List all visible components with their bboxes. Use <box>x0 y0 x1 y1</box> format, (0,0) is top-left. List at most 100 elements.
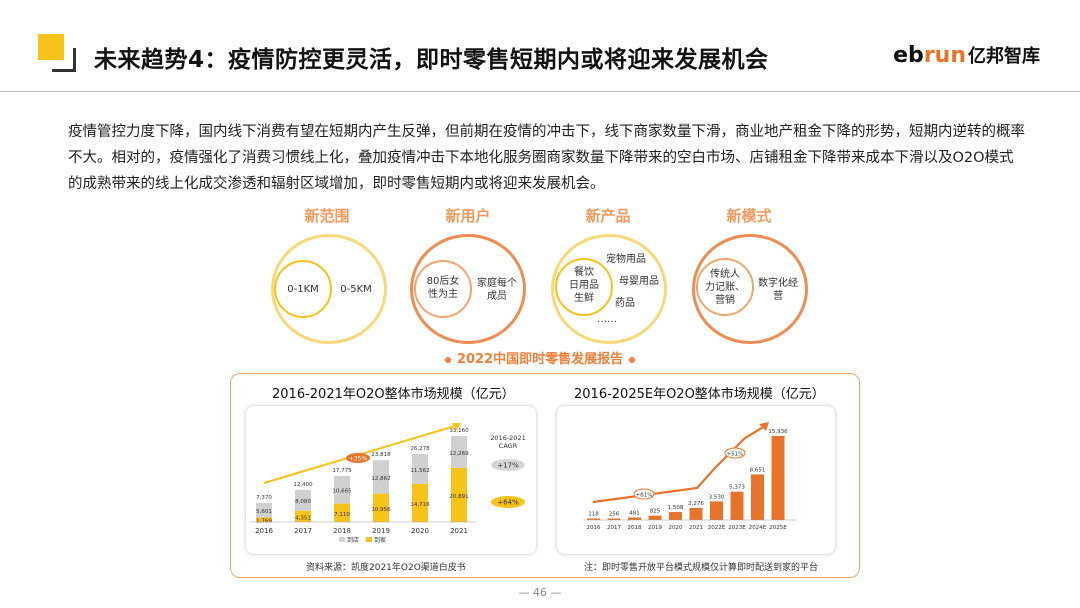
report-dot-left <box>444 356 451 363</box>
scope-outer-text: 0-5KM <box>340 284 372 295</box>
tick-2016: 2016 <box>587 525 601 531</box>
cagr-forecast-label: +51% <box>727 451 744 457</box>
users-outer-ring <box>410 234 526 344</box>
scope-inner-ring <box>274 260 332 318</box>
footnote-left: 资料来源：凯度2021年O2O渠道白皮书 <box>306 563 466 573</box>
cagr-title-1: 2016-2021 <box>490 434 525 442</box>
label-2022E: 3,530 <box>709 494 725 500</box>
cagr-hist-label: +81% <box>636 492 653 498</box>
products-outer-2: 母婴用品 <box>619 276 659 287</box>
tick-2024E: 2024E <box>749 525 767 531</box>
tick-2017: 2017 <box>294 527 312 535</box>
bar-home-2016 <box>256 517 272 522</box>
cagr-forecast-badge <box>724 447 746 459</box>
bar-store-2017 <box>295 489 311 511</box>
tick-2021: 2021 <box>689 525 703 531</box>
label-store-2017: 8,080 <box>295 499 311 505</box>
label-home-2021: 20,891 <box>449 494 468 500</box>
bar-2019 <box>648 515 662 520</box>
bar-store-2020 <box>412 453 428 484</box>
bar-2025E <box>771 436 785 520</box>
scope-outer-ring <box>271 234 387 344</box>
tick-2017: 2017 <box>607 525 621 531</box>
label-2020: 1,508 <box>668 505 684 511</box>
tick-2022E: 2022E <box>708 525 726 531</box>
legend-home-label: 到家 <box>374 536 386 544</box>
growth-arrow-head <box>452 423 461 431</box>
products-title: 新产品 <box>585 207 631 225</box>
brand-eb: eb <box>893 43 924 68</box>
scope-title: 新范围 <box>304 207 350 225</box>
trend-arrow-line <box>592 425 766 504</box>
chart2-panel: 118 2016 256 2017 481 2018 825 2019 1,508 2020 2,2… <box>557 406 835 554</box>
chart1-svg: 1,7695,6017,37020164,3518,08012,40020177… <box>250 423 526 544</box>
brand-logo: ebrun 亿邦智库 <box>893 42 1040 68</box>
chart2-svg: 118 2016 256 2017 481 2018 825 2019 1,508 2020 2,2… <box>583 422 797 531</box>
scope-inner-text: 0-1KM <box>287 284 319 295</box>
bar-store-2018 <box>334 475 350 504</box>
label-store-2021: 12,269 <box>449 451 469 457</box>
models-inner-ring <box>696 258 754 316</box>
bar-store-2021 <box>451 436 467 468</box>
tick-2021: 2021 <box>450 527 468 535</box>
label-store-2019: 12,862 <box>371 476 390 482</box>
bar-2023E <box>730 491 744 520</box>
bar-2016 <box>587 518 600 520</box>
bar-store-2016 <box>256 502 272 518</box>
users-outer-text: 家庭每个 成员 <box>477 278 517 302</box>
bar-2022E <box>710 501 723 520</box>
growth-label: +35% <box>349 456 368 463</box>
legend-home-swatch <box>366 537 372 542</box>
label-total-2018: 17,775 <box>332 468 352 474</box>
bar-2017 <box>607 518 621 520</box>
label-total-2021: 33,160 <box>449 428 469 434</box>
cagr-total-badge <box>491 459 525 471</box>
tick-2019: 2019 <box>648 525 662 531</box>
bar-home-2017 <box>295 510 311 522</box>
growth-badge <box>346 453 370 463</box>
label-total-2017: 12,400 <box>293 482 313 488</box>
bar-2024E <box>751 474 764 520</box>
tick-2023E: 2023E <box>728 525 746 531</box>
models-outer-text: 数字化经营 <box>758 278 798 302</box>
label-total-2016: 7,370 <box>256 495 272 501</box>
products-outer-ring <box>551 234 667 344</box>
models-title: 新模式 <box>726 207 772 225</box>
chart1-panel: 1,769 5,601 7,370 2016 4,351 8,080 12,400 2017 7… <box>246 406 536 554</box>
bar-home-2021 <box>451 467 467 522</box>
header-divider <box>0 91 1080 92</box>
logo-square <box>38 34 64 60</box>
tick-2019: 2019 <box>372 527 390 535</box>
label-store-2020: 11,562 <box>410 468 429 474</box>
charts-frame <box>230 373 860 578</box>
report-dot-right <box>629 356 636 363</box>
tick-2016: 2016 <box>255 527 273 535</box>
products-outer-4: …… <box>597 314 617 325</box>
label-2017: 256 <box>609 512 620 518</box>
cagr-home-badge <box>491 496 525 508</box>
label-home-2018: 7,110 <box>334 512 350 518</box>
products-inner-ring <box>555 258 613 316</box>
products-outer-3: 药品 <box>615 298 635 309</box>
users-title: 新用户 <box>445 207 491 225</box>
bar-2020 <box>669 512 682 520</box>
intro-paragraph: 疫情管控力度下降，国内线下消费有望在短期内产生反弹，但前期在疫情的冲击下，线下商… <box>68 124 1025 192</box>
label-store-2018: 10,665 <box>332 489 352 495</box>
products-inner-text: 餐饮 日用品 生鲜 <box>569 267 599 304</box>
label-2024E: 8,651 <box>750 467 766 473</box>
models-inner-text: 传统人 力记账、 营销 <box>705 269 745 306</box>
report-title: 2022中国即时零售发展报告 <box>0 348 1080 367</box>
cagr-total-label: +17% <box>497 462 519 470</box>
label-home-2017: 4,351 <box>295 515 311 521</box>
footnote-right: 注：即时零售开放平台模式规模仅计算即时配送到家的平台 <box>584 563 819 573</box>
label-2018: 481 <box>629 510 640 516</box>
products-outer-1: 宠物用品 <box>606 254 646 265</box>
tick-2020: 2020 <box>669 525 683 531</box>
chart2-title: 2016-2025E年O2O整体市场规模（亿元） <box>574 387 825 402</box>
bar-home-2018 <box>334 503 350 522</box>
label-total-2020: 26,278 <box>410 446 430 452</box>
cagr-home-label: +64% <box>497 499 519 507</box>
tick-2018: 2018 <box>333 527 351 535</box>
label-2021: 2,276 <box>688 501 704 507</box>
users-inner-text: 80后女 性为主 <box>426 276 460 300</box>
